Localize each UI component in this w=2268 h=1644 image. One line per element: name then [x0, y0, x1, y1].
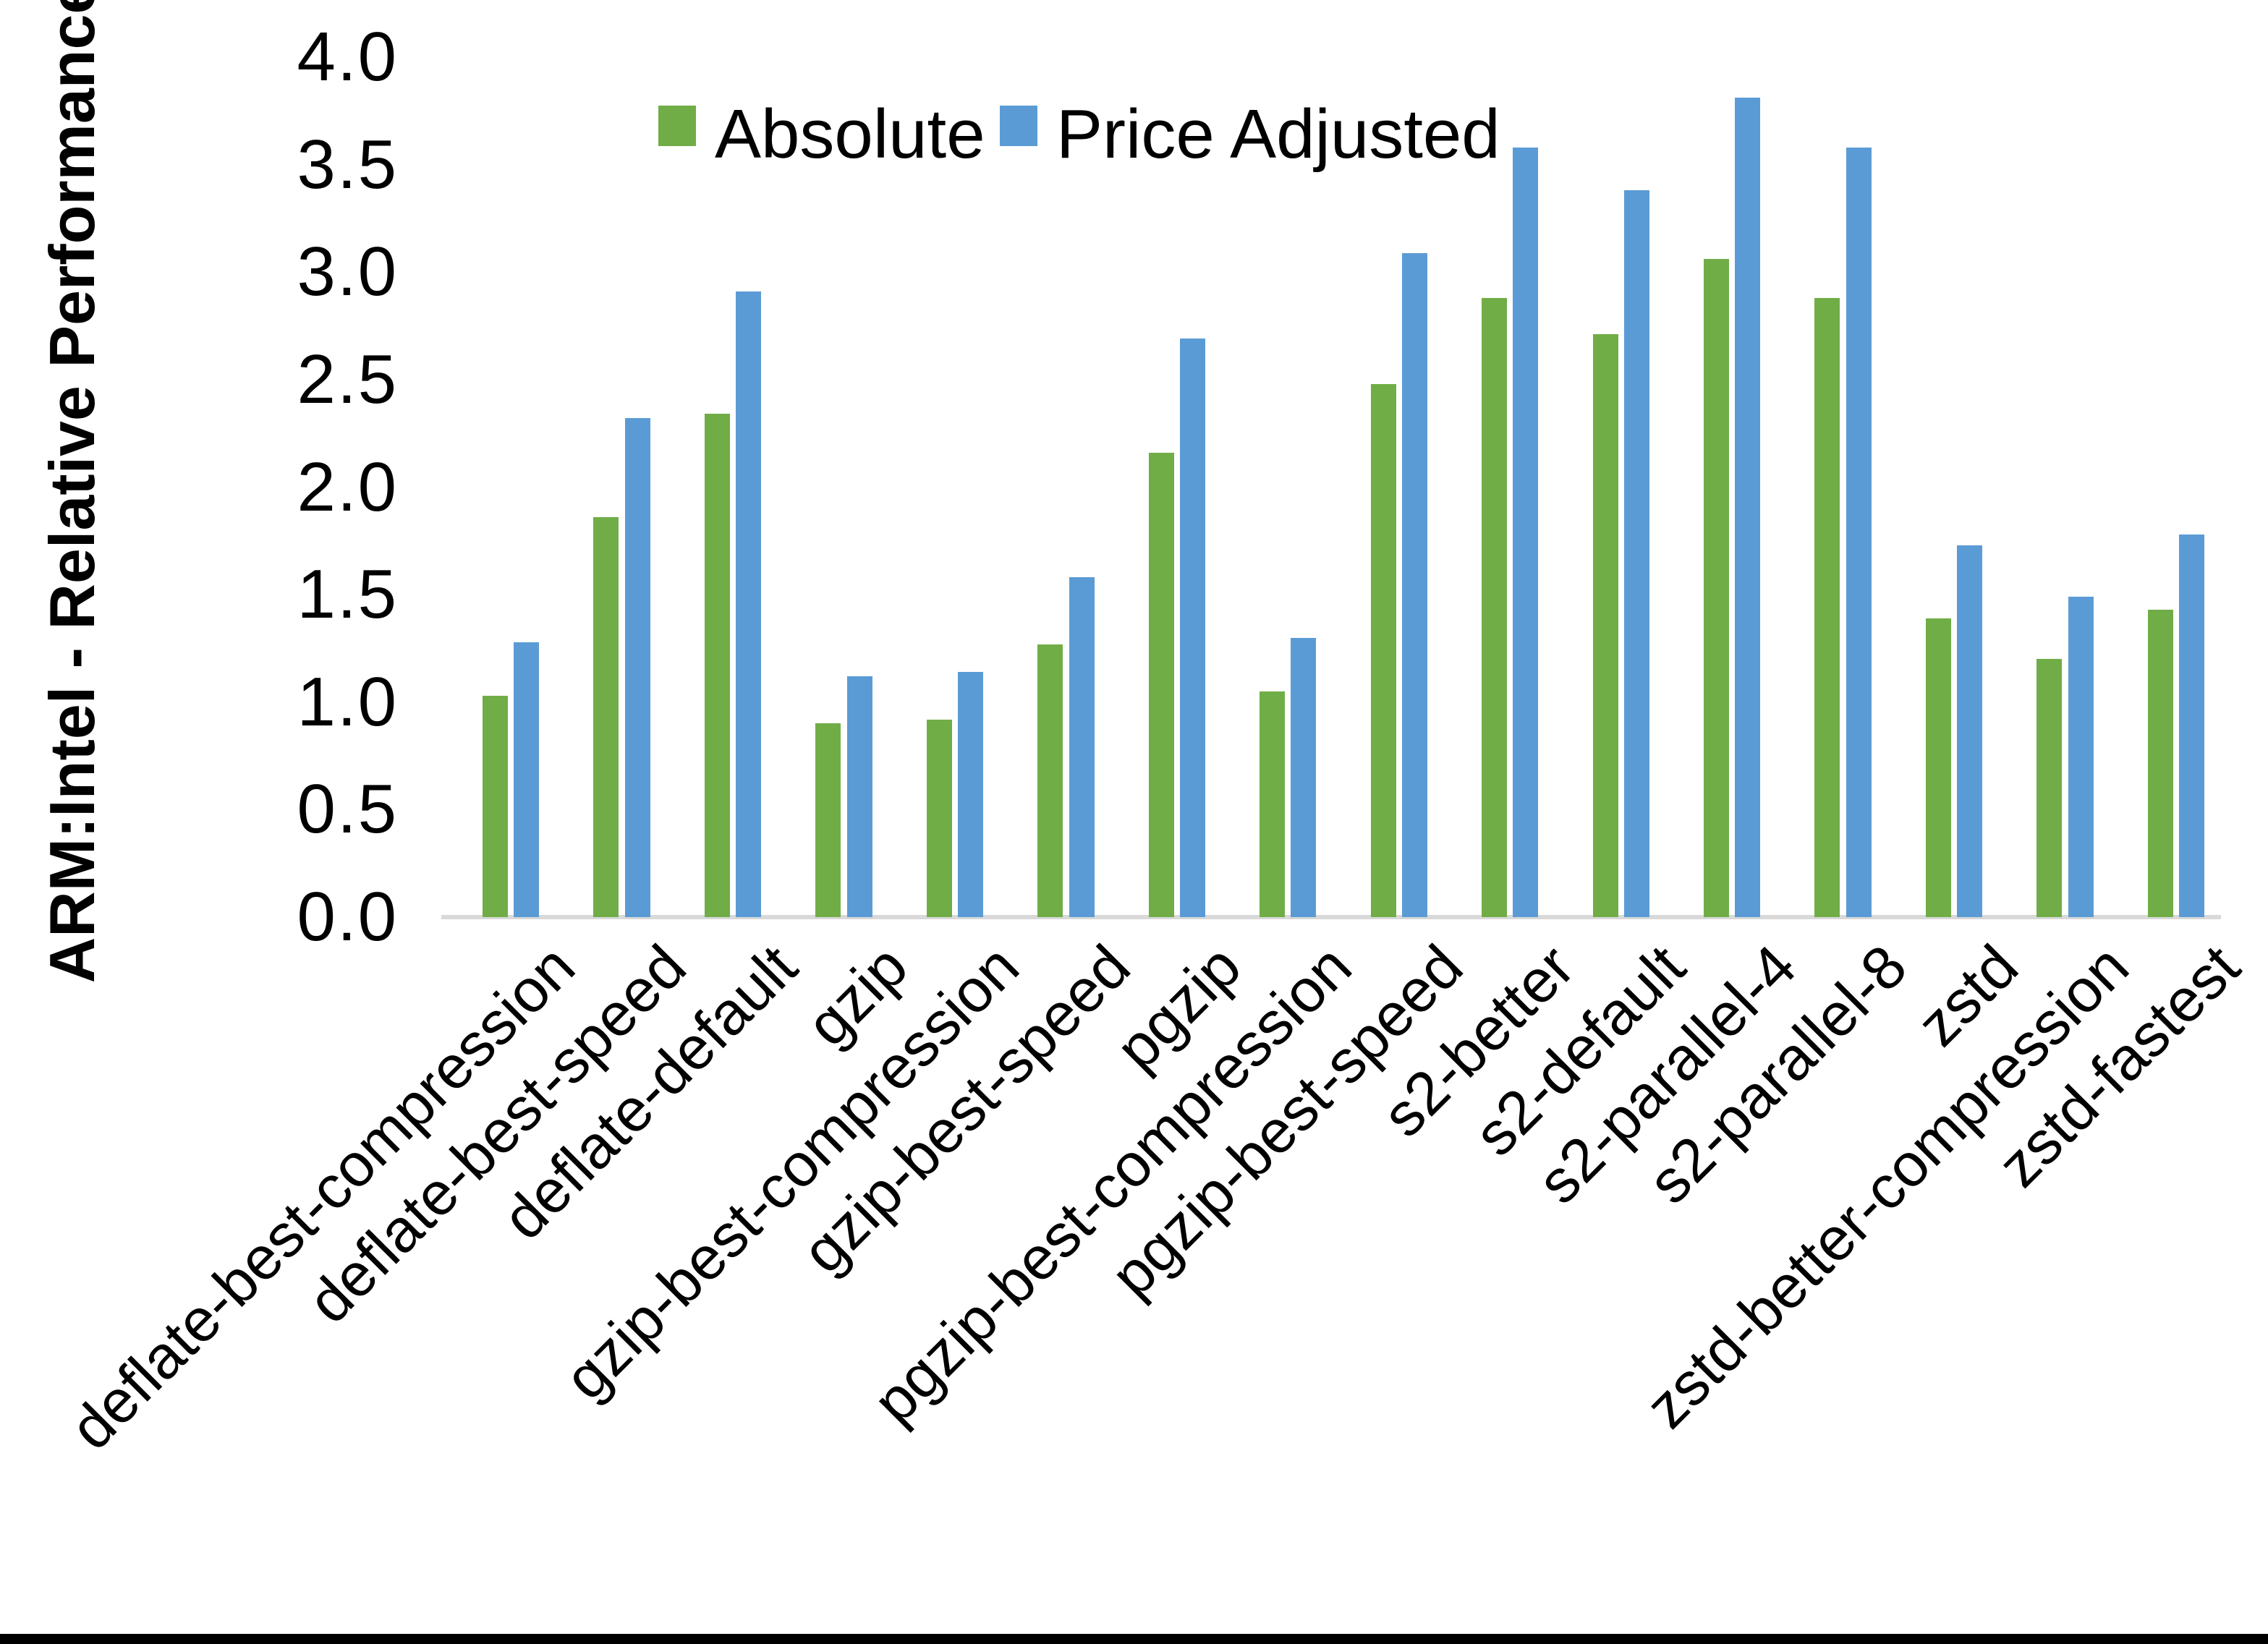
bar-price-adjusted: [1180, 338, 1205, 917]
y-tick-label: 0.0: [297, 878, 398, 955]
legend-label-price-adjusted: Price Adjusted: [1056, 95, 1500, 173]
bar-absolute: [1814, 297, 1840, 917]
legend-swatch-absolute: [658, 106, 696, 146]
y-tick-label: 4.0: [297, 18, 398, 95]
bar-absolute: [483, 695, 508, 917]
bar-absolute: [1703, 259, 1729, 917]
y-tick-label: 2.0: [297, 448, 398, 526]
bar-price-adjusted: [846, 676, 872, 917]
bar-price-adjusted: [1846, 147, 1872, 917]
legend-label-absolute: Absolute: [715, 95, 985, 173]
bar-price-adjusted: [2068, 597, 2094, 917]
bar-price-adjusted: [1401, 252, 1427, 917]
bar-absolute: [1260, 691, 1286, 917]
y-tick-label: 0.5: [297, 770, 398, 848]
bar-absolute: [1148, 452, 1174, 917]
bar-absolute: [2147, 609, 2173, 917]
y-tick-label: 1.5: [297, 555, 398, 634]
legend-swatch-price-adjusted: [1000, 106, 1037, 146]
bar-absolute: [1370, 383, 1396, 917]
bottom-border: [0, 1634, 2268, 1644]
bar-price-adjusted: [1735, 98, 1761, 917]
bar-price-adjusted: [1513, 147, 1539, 917]
x-axis-line: [441, 915, 2221, 919]
y-tick-label: 3.5: [297, 125, 398, 203]
bar-absolute: [1037, 644, 1063, 917]
plot-area: [456, 57, 2207, 917]
bar-absolute: [2036, 659, 2063, 917]
bar-price-adjusted: [958, 672, 984, 917]
bar-absolute: [926, 719, 952, 917]
bar-absolute: [1592, 334, 1618, 917]
y-tick-label: 3.0: [297, 233, 398, 311]
bar-price-adjusted: [736, 291, 762, 917]
bar-absolute: [704, 414, 730, 917]
bar-absolute: [815, 723, 841, 917]
bar-price-adjusted: [1623, 190, 1649, 917]
bar-absolute: [1925, 618, 1951, 917]
y-axis-title: ARM:Intel - Relative Performance: [36, 0, 108, 984]
bar-price-adjusted: [2179, 534, 2205, 917]
bar-price-adjusted: [1069, 577, 1095, 917]
bar-price-adjusted: [514, 642, 540, 917]
y-tick-label: 1.0: [297, 663, 398, 741]
bar-price-adjusted: [1291, 637, 1317, 917]
bar-absolute: [593, 517, 619, 917]
bar-absolute: [1482, 297, 1508, 917]
bar-price-adjusted: [1957, 545, 1983, 917]
y-tick-label: 2.5: [297, 340, 398, 418]
bar-price-adjusted: [624, 418, 650, 917]
